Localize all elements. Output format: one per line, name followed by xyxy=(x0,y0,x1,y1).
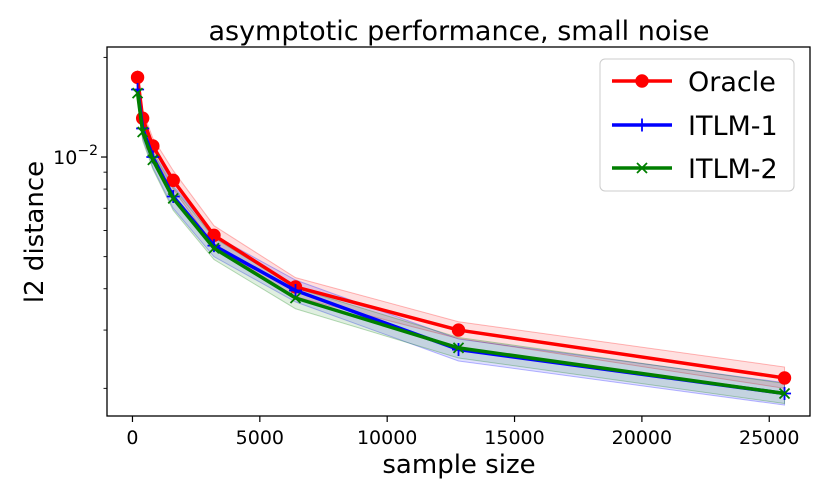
legend: Oracle ITLM-1 ITLM-2 xyxy=(599,58,795,192)
point-itlm-2-7 xyxy=(778,387,791,400)
x-tick-label-2: 10000 xyxy=(357,427,417,449)
point-itlm-2-3 xyxy=(167,192,179,205)
plot-frame xyxy=(106,46,811,417)
chart-title: asymptotic performance, small noise xyxy=(208,16,709,47)
series-itlm-2 xyxy=(131,87,791,400)
legend-label-itlm-1: ITLM-1 xyxy=(688,111,778,142)
point-oracle-0 xyxy=(130,70,145,85)
point-itlm-2-2 xyxy=(147,154,159,166)
point-itlm-2-5 xyxy=(289,292,302,304)
y-axis-ticks: 10−2 xyxy=(53,56,107,389)
legend-marker-itlm-1 xyxy=(635,118,649,132)
point-oracle-6 xyxy=(451,323,466,337)
legend-marker-oracle xyxy=(635,74,649,88)
point-itlm-1-5 xyxy=(288,284,302,298)
x-axis-ticks: 0 5000 10000 15000 20000 25000 xyxy=(126,416,799,449)
point-itlm-2-6 xyxy=(452,342,465,354)
band-itlm-2 xyxy=(137,84,786,405)
point-oracle-7 xyxy=(777,371,792,385)
series-lines xyxy=(130,70,792,400)
x-axis-title: sample size xyxy=(382,450,535,480)
x-tick-label-0: 0 xyxy=(126,427,138,449)
x-tick-label-4: 20000 xyxy=(612,427,672,449)
legend-label-oracle: Oracle xyxy=(688,67,776,98)
legend-marker-itlm-2 xyxy=(636,162,648,174)
point-itlm-2-0 xyxy=(131,87,144,99)
point-oracle-3 xyxy=(166,173,180,188)
point-itlm-2-1 xyxy=(137,126,149,138)
y-tick-label-major: 10−2 xyxy=(53,143,98,169)
legend-label-itlm-2: ITLM-2 xyxy=(688,154,778,185)
x-tick-label-3: 15000 xyxy=(484,427,544,449)
x-tick-label-5: 25000 xyxy=(739,427,799,449)
y-axis-title: l2 distance xyxy=(20,161,50,303)
legend-box xyxy=(599,58,795,192)
point-itlm-2-4 xyxy=(208,242,220,254)
line-itlm-2 xyxy=(135,92,785,396)
x-tick-label-1: 5000 xyxy=(236,427,284,449)
